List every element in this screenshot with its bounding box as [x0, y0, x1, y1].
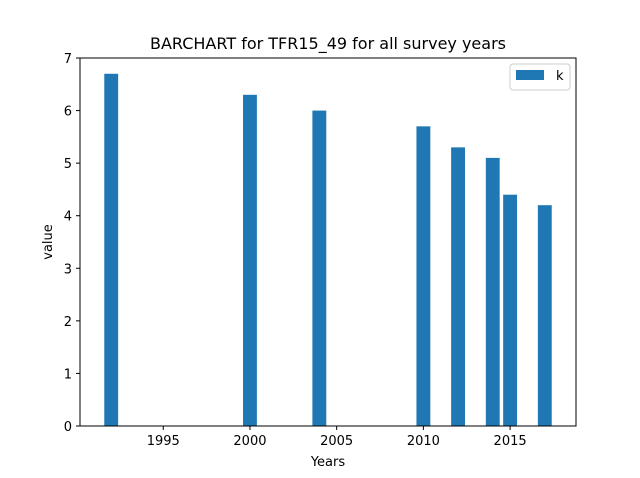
plot-area-frame	[79, 57, 577, 427]
legend-swatch	[516, 70, 544, 80]
x-tick-label-2000: 2000	[233, 434, 266, 449]
bar-2000	[243, 94, 257, 427]
y-axis-label: value	[41, 224, 56, 260]
x-axis-label: Years	[310, 455, 346, 470]
legend: k	[509, 63, 571, 91]
y-tick-label-7: 7	[64, 52, 72, 67]
y-tick-label-1: 1	[64, 367, 72, 382]
bar-2004	[312, 110, 327, 427]
bar-2017	[537, 205, 552, 426]
bar-2012	[451, 147, 466, 426]
y-tick-label-0: 0	[64, 420, 72, 435]
x-axis-ticks: 1995 2000 2005 2010 2015	[147, 426, 527, 449]
bar-2010	[416, 126, 431, 426]
y-axis-ticks: 0 1 2 3 4 5 6 7	[64, 52, 80, 435]
chart-title: BARCHART for TFR15_49 for all survey yea…	[150, 34, 506, 54]
x-tick-label-1995: 1995	[147, 434, 180, 449]
y-tick-label-5: 5	[64, 157, 72, 172]
bar-2015	[503, 194, 518, 426]
legend-label-k: k	[556, 69, 564, 84]
y-tick-label-4: 4	[64, 210, 72, 225]
bar-1992	[104, 73, 119, 427]
bar-2014	[485, 157, 500, 426]
y-tick-label-6: 6	[64, 105, 72, 120]
x-tick-label-2005: 2005	[320, 434, 353, 449]
bars-group	[104, 73, 552, 427]
y-tick-label-3: 3	[64, 262, 72, 277]
y-tick-label-2: 2	[64, 315, 72, 330]
x-tick-label-2010: 2010	[407, 434, 440, 449]
x-tick-label-2015: 2015	[494, 434, 527, 449]
